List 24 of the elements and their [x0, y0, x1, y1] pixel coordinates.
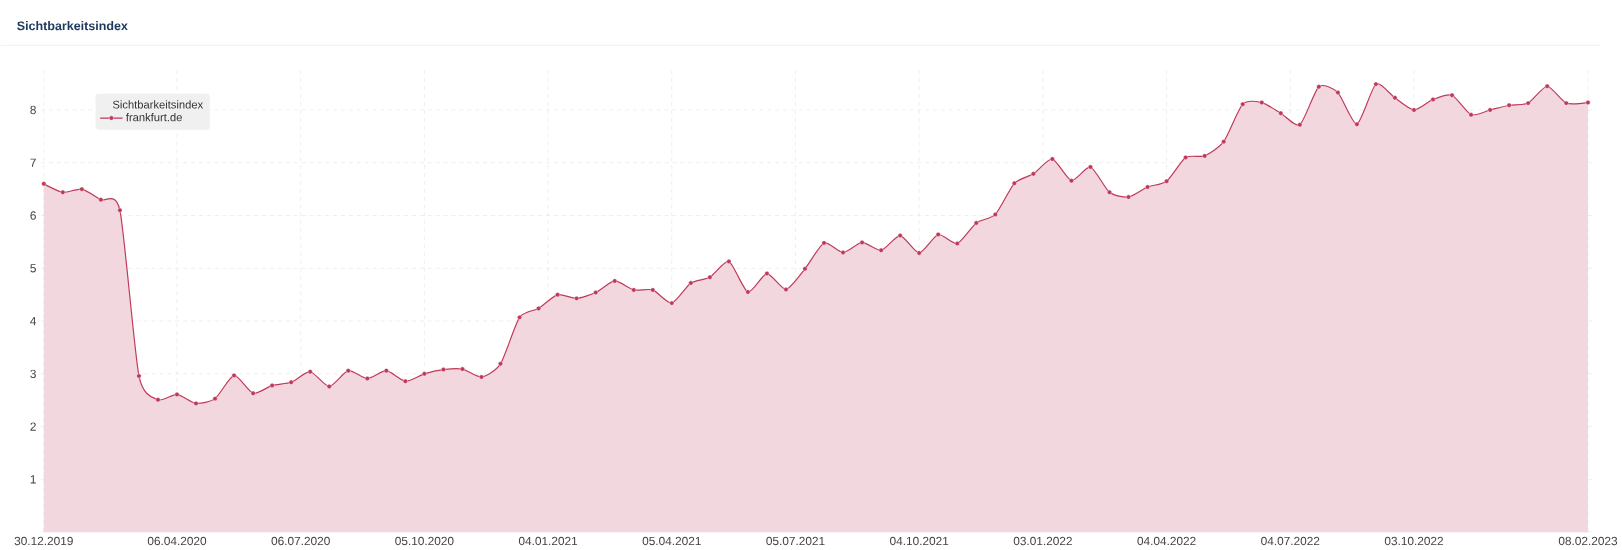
- x-tick-label: 04.10.2021: [890, 537, 949, 546]
- x-tick-label: 03.10.2022: [1384, 537, 1444, 546]
- x-tick-label: 03.01.2022: [1013, 537, 1072, 546]
- x-tick-label: 05.10.2020: [395, 537, 454, 546]
- x-tick-label: 04.04.2022: [1137, 537, 1196, 546]
- x-tick-label: 04.01.2021: [518, 537, 578, 546]
- y-tick-label: 3: [30, 369, 36, 379]
- y-tick-label: 6: [30, 211, 36, 220]
- x-tick-label: 04.07.2022: [1261, 537, 1320, 546]
- y-tick-label: 1: [30, 475, 36, 484]
- y-tick-label: 8: [30, 106, 36, 115]
- legend-title: Sichtbarkeitsindex: [112, 100, 204, 109]
- legend-label: frankfurt.de: [126, 113, 182, 122]
- x-tick-label: 05.04.2021: [642, 537, 701, 546]
- y-tick-label: 7: [30, 158, 36, 168]
- x-tick-label: 06.04.2020: [147, 537, 207, 546]
- x-tick-label: 05.07.2021: [766, 537, 825, 546]
- x-tick-label: 30.12.2019: [14, 537, 73, 546]
- chart-title: Sichtbarkeitsindex: [17, 21, 128, 31]
- y-tick-label: 4: [30, 317, 37, 326]
- x-tick-label: 06.07.2020: [271, 537, 330, 546]
- x-tick-label: 08.02.2023: [1558, 537, 1618, 546]
- y-tick-label: 2: [30, 422, 36, 431]
- y-tick-label: 5: [30, 264, 36, 273]
